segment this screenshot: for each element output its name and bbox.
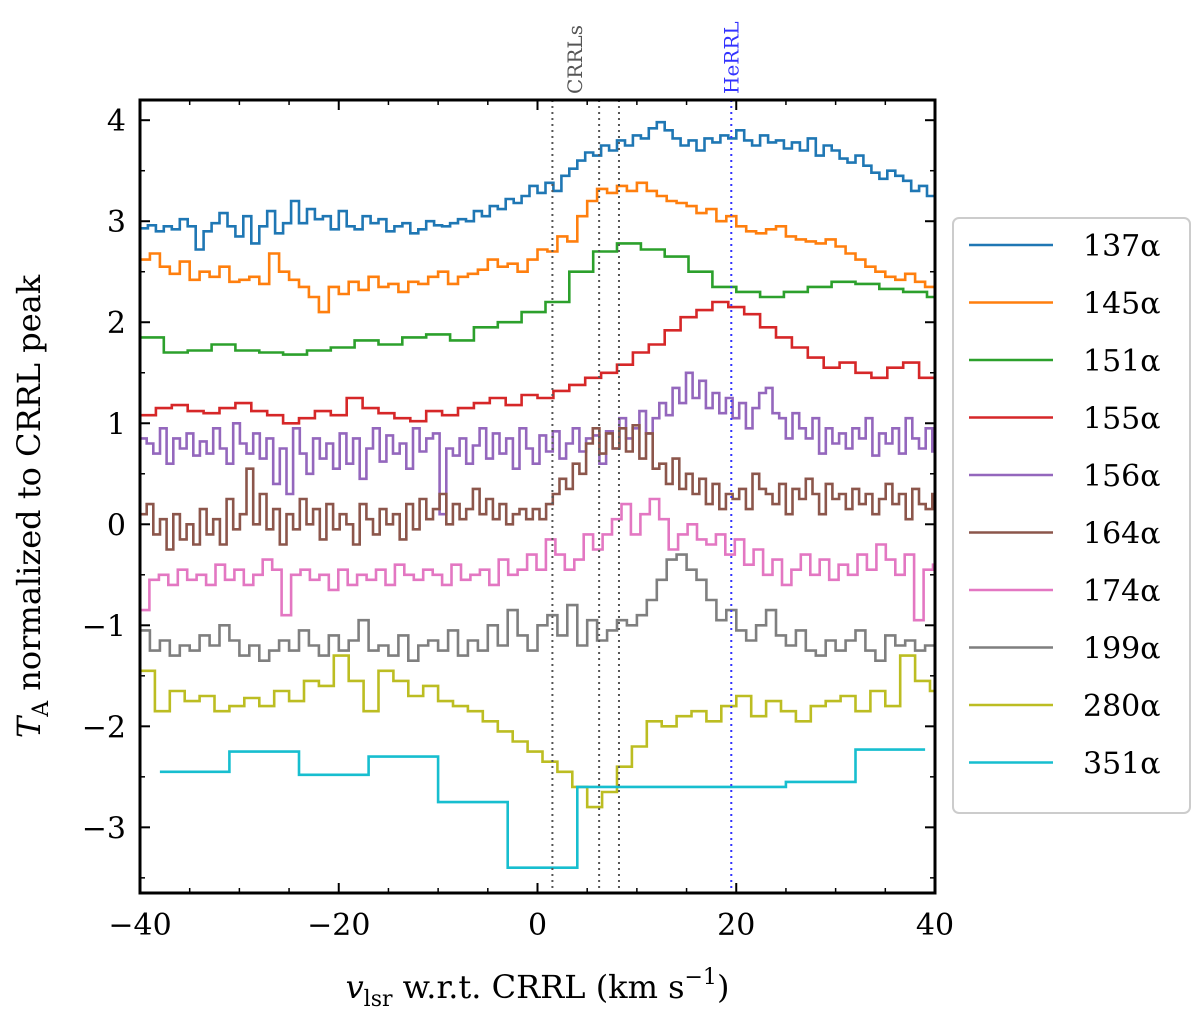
legend-label-1: 145α — [1083, 287, 1161, 322]
legend-label-5: 164α — [1083, 517, 1161, 552]
x-tick-label-2: 0 — [528, 908, 547, 943]
legend-label-0: 137α — [1083, 229, 1161, 264]
series-line-7 — [140, 553, 935, 662]
series-line-0 — [140, 120, 935, 251]
y-tick-label-5: 2 — [107, 306, 126, 341]
x-tick-label-3: 20 — [717, 908, 755, 943]
y-tick-label-7: 4 — [107, 104, 126, 139]
legend-label-3: 155α — [1083, 402, 1161, 437]
series-line-1 — [140, 181, 935, 314]
series-line-3 — [140, 300, 935, 425]
series-line-9 — [159, 748, 926, 869]
y-tick-label-1: −2 — [82, 710, 126, 745]
y-tick-label-4: 1 — [107, 407, 126, 442]
y-tick-label-2: −1 — [82, 609, 126, 644]
legend-label-4: 156α — [1083, 459, 1161, 494]
annotation-layer: CRRLs HeRRL — [551, 21, 743, 893]
x-tick-label-4: 40 — [916, 908, 954, 943]
x-tick-label-1: −20 — [307, 908, 370, 943]
legend-label-9: 351α — [1083, 747, 1161, 782]
y-axis-title: TA normalized to CRRL peak — [10, 274, 54, 738]
series-line-2 — [140, 242, 935, 356]
annotation-label-0: CRRLs — [563, 25, 587, 94]
x-tick-label-0: −40 — [108, 908, 171, 943]
legend-label-6: 174α — [1083, 574, 1161, 609]
y-tick-label-0: −3 — [82, 811, 126, 846]
axes: −40 −20 0 20 40 −3 −2 −1 0 1 2 3 4 — [82, 100, 954, 943]
plot-area — [140, 120, 935, 869]
legend-box — [952, 217, 1191, 814]
legend-label-8: 280α — [1083, 689, 1161, 724]
x-axis-title: vlsr w.r.t. CRRL (km s−1) — [346, 965, 730, 1012]
series-line-6 — [140, 497, 935, 622]
annotation-label-1: HeRRL — [719, 21, 743, 94]
series-line-5 — [140, 424, 935, 551]
series-line-8 — [140, 654, 935, 809]
series-line-4 — [140, 371, 935, 516]
legend: 137α 145α 151α 155α 156α 164α 174α 199α 280α 351α — [952, 217, 1191, 814]
y-tick-label-3: 0 — [107, 508, 126, 543]
y-tick-label-6: 3 — [107, 205, 126, 240]
legend-label-2: 151α — [1083, 344, 1161, 379]
legend-label-7: 199α — [1083, 632, 1161, 667]
